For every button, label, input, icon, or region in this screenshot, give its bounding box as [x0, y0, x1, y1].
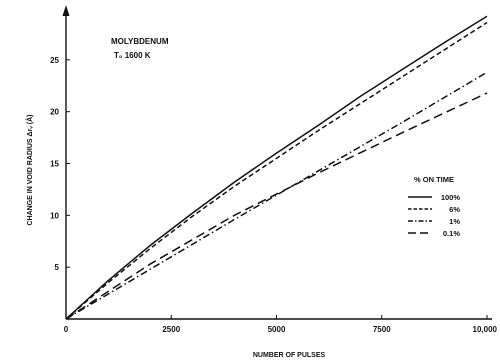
legend-title: % ON TIME	[414, 175, 454, 184]
y-ticks: 5 10 15 20 25	[50, 56, 70, 272]
x-axis-label: NUMBER OF PULSES	[253, 352, 326, 359]
y-axis-label: CHANGE IN VOID RADIUS Δrᵥ (Å)	[25, 114, 34, 225]
y-axis-arrow-icon	[62, 5, 70, 16]
y-tick-label: 10	[50, 211, 59, 220]
x-ticks: 0 2500 5000 7500 10,000	[64, 315, 498, 334]
legend: % ON TIME 100% 6% 1% 0.1%	[408, 175, 460, 238]
series-line-3	[65, 71, 488, 320]
x-tick-label: 5000	[268, 325, 286, 334]
x-tick-label: 10,000	[473, 325, 498, 334]
y-tick-label: 25	[50, 56, 59, 65]
y-tick-label: 15	[50, 160, 59, 169]
series-line-1	[65, 15, 488, 320]
y-tick-label: 20	[50, 108, 59, 117]
x-tick-label: 7500	[373, 325, 391, 334]
series-line-2	[65, 21, 488, 320]
material-annotation: MOLYBDENUM	[111, 37, 169, 46]
series-line-4	[65, 92, 488, 320]
y-tick-label: 5	[55, 263, 60, 272]
series-group	[65, 15, 488, 320]
x-tick-label: 0	[64, 325, 69, 334]
legend-label: 0.1%	[443, 229, 460, 238]
temperature-annotation: T₀ 1600 K	[114, 51, 151, 60]
axes	[62, 5, 492, 320]
legend-label: 6%	[449, 205, 460, 214]
legend-label: 1%	[449, 217, 460, 226]
legend-label: 100%	[441, 193, 461, 202]
x-tick-label: 2500	[162, 325, 180, 334]
